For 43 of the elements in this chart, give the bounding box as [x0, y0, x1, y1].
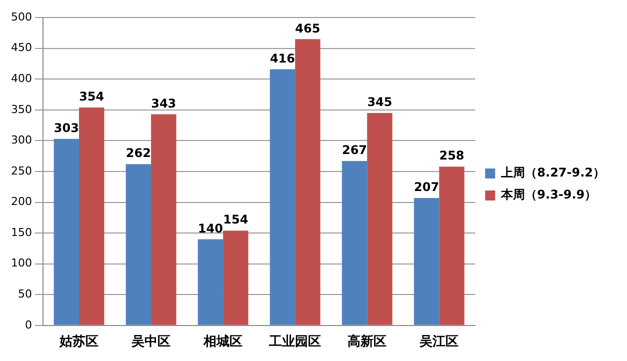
bar	[414, 198, 440, 325]
bar	[439, 166, 464, 325]
bar	[342, 161, 368, 325]
bar	[295, 39, 320, 325]
bar	[270, 69, 296, 325]
y-tick-label: 450	[10, 41, 32, 54]
bar	[126, 164, 152, 325]
bar	[79, 107, 104, 325]
bar	[367, 113, 392, 325]
bar	[198, 239, 224, 325]
legend-label: 上周（8.27-9.2）	[500, 166, 606, 180]
data-label: 267	[342, 143, 368, 158]
data-label: 465	[295, 21, 320, 36]
y-tick-label: 250	[10, 164, 32, 178]
y-tick-label: 150	[10, 226, 32, 239]
x-tick-label: 工业园区	[268, 334, 322, 350]
bar	[151, 114, 176, 325]
y-tick-label: 0	[24, 318, 32, 332]
x-tick-label: 姑苏区	[58, 334, 99, 350]
data-label: 258	[439, 148, 464, 163]
data-label: 154	[223, 212, 248, 227]
legend-label: 本周（9.3-9.9）	[500, 188, 597, 202]
y-tick-label: 400	[10, 72, 32, 86]
data-label: 207	[414, 180, 440, 194]
y-tick-label: 500	[10, 10, 32, 24]
x-tick-label: 相城区	[202, 334, 243, 350]
y-tick-label: 300	[10, 134, 32, 147]
y-tick-label: 100	[10, 256, 32, 270]
data-label: 140	[198, 221, 223, 236]
data-label: 343	[151, 96, 176, 110]
data-label: 416	[270, 51, 296, 66]
y-tick-label: 200	[10, 195, 32, 208]
x-tick-label: 吴中区	[130, 334, 171, 350]
bar	[54, 138, 80, 325]
x-tick-label: 高新区	[348, 334, 387, 350]
y-tick-label: 50	[18, 287, 32, 300]
data-label: 354	[79, 90, 104, 104]
data-label: 262	[126, 146, 151, 160]
data-label: 303	[54, 121, 79, 135]
bar	[223, 230, 248, 325]
data-label: 345	[367, 95, 392, 110]
x-tick-label: 吴江区	[418, 334, 459, 350]
y-tick-label: 350	[10, 102, 32, 116]
